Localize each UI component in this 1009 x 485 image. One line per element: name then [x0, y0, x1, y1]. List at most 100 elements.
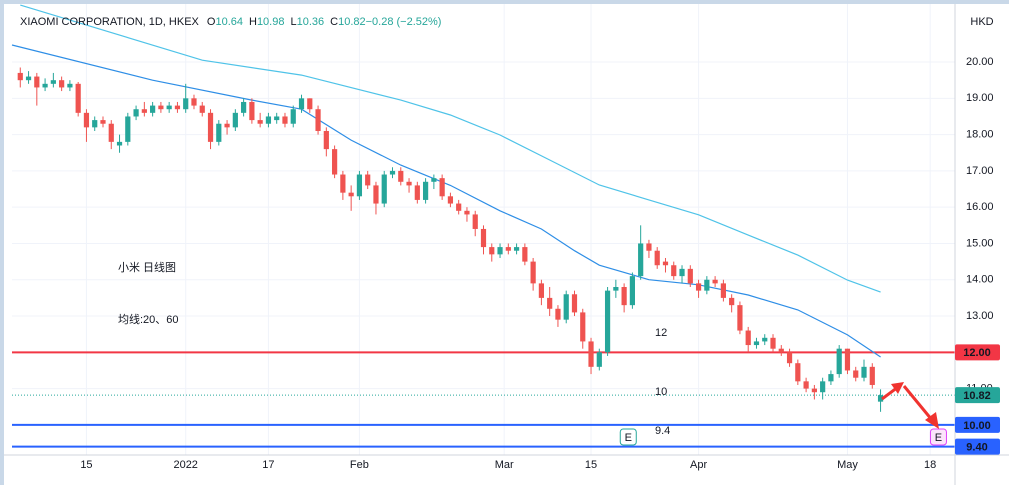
candle-body	[25, 76, 32, 81]
grid	[12, 0, 955, 455]
candle-body	[83, 112, 90, 128]
candle-body	[646, 243, 652, 251]
candle-body	[712, 279, 718, 284]
candle-body	[59, 80, 65, 88]
annotation: 12	[655, 327, 667, 339]
candle-body	[505, 247, 511, 251]
moving-average-line	[20, 4, 881, 293]
candle-body	[679, 268, 685, 277]
candle-body	[662, 261, 669, 266]
candle-body	[356, 174, 363, 197]
candle-body	[513, 247, 520, 251]
candle-body	[522, 247, 528, 262]
candle-body	[183, 98, 189, 110]
candle-body	[224, 123, 230, 128]
candle-body	[687, 268, 693, 284]
y-tick-label: 19.00	[966, 92, 994, 104]
legend-value: −0.28 (−2.52%)	[366, 16, 442, 28]
candle-body	[150, 105, 156, 113]
candle-body	[588, 341, 594, 367]
earnings-marker	[619, 428, 637, 446]
annotation: 10	[655, 386, 667, 398]
candle-body	[530, 261, 536, 284]
x-tick-label: 15	[585, 459, 597, 471]
price-badge	[955, 387, 1000, 404]
candle-body	[828, 374, 834, 382]
candle-body	[704, 279, 710, 291]
candle-body	[67, 83, 73, 88]
annotation: 小米 日线图	[118, 260, 176, 274]
candle-body	[166, 105, 172, 110]
candle-body	[795, 363, 801, 382]
candle-body	[373, 185, 379, 204]
candle-body	[315, 109, 321, 131]
earnings-label: E	[625, 432, 632, 444]
candle-body	[778, 348, 784, 353]
candle-body	[803, 381, 809, 389]
candle-body	[580, 312, 586, 342]
arrow-head	[925, 412, 939, 429]
price-badge	[955, 438, 1000, 455]
candle-body	[786, 352, 793, 364]
candle-body	[629, 276, 635, 306]
candle-body	[571, 294, 578, 313]
candle-body	[232, 112, 238, 128]
candle-body	[720, 283, 726, 298]
candle-body	[17, 72, 23, 81]
x-tick-label: Apr	[690, 459, 707, 471]
price-badge	[955, 344, 1000, 361]
candle-body	[753, 341, 760, 346]
candle-body	[265, 116, 272, 124]
candle-body	[596, 352, 602, 367]
candle-body	[133, 109, 139, 117]
candle-body	[406, 181, 412, 186]
x-tick-label: 15	[80, 459, 92, 471]
candle-body	[439, 178, 445, 197]
earnings-label: E	[935, 432, 942, 444]
candle-body	[340, 174, 346, 193]
legend-value: 10.64	[215, 16, 243, 28]
legend-value: 10.82	[338, 16, 366, 28]
price-badge-label: 12.00	[963, 347, 991, 359]
candle-body	[307, 98, 313, 110]
candle-body	[108, 123, 114, 142]
candle-body	[820, 381, 826, 393]
candle-body	[282, 116, 288, 124]
y-tick-label: 16.00	[966, 201, 994, 213]
moving-average-line	[11, 44, 881, 358]
candle-body	[811, 388, 817, 393]
candle-body	[100, 120, 106, 124]
candle-body	[745, 330, 751, 346]
candle-body	[257, 120, 263, 124]
candle-body	[447, 196, 454, 204]
candle-body	[671, 265, 677, 277]
candle-body	[422, 181, 429, 200]
candle-body	[762, 337, 768, 342]
candle-body	[547, 297, 553, 309]
candle-body	[323, 130, 329, 150]
annotation: 均线:20、60	[118, 312, 179, 326]
candle-body	[489, 247, 495, 255]
candle-body	[729, 297, 735, 306]
x-tick-label: May	[837, 459, 858, 471]
candle-body	[836, 348, 842, 375]
candle-body	[853, 370, 859, 378]
candle-body	[638, 243, 644, 277]
candle-body	[877, 395, 884, 402]
candle-body	[191, 98, 197, 106]
candle-body	[389, 170, 396, 175]
candle-body	[274, 116, 280, 121]
currency-label: HKD	[970, 16, 993, 28]
legend-label: O	[207, 16, 216, 28]
candle-body	[34, 76, 40, 88]
candle-body	[216, 123, 222, 142]
legend-label: C	[330, 16, 338, 28]
candle-body	[174, 105, 181, 110]
candle-body	[464, 210, 470, 215]
legend-label: H	[249, 16, 257, 28]
candle-body	[75, 83, 81, 113]
earnings-marker	[929, 428, 947, 446]
